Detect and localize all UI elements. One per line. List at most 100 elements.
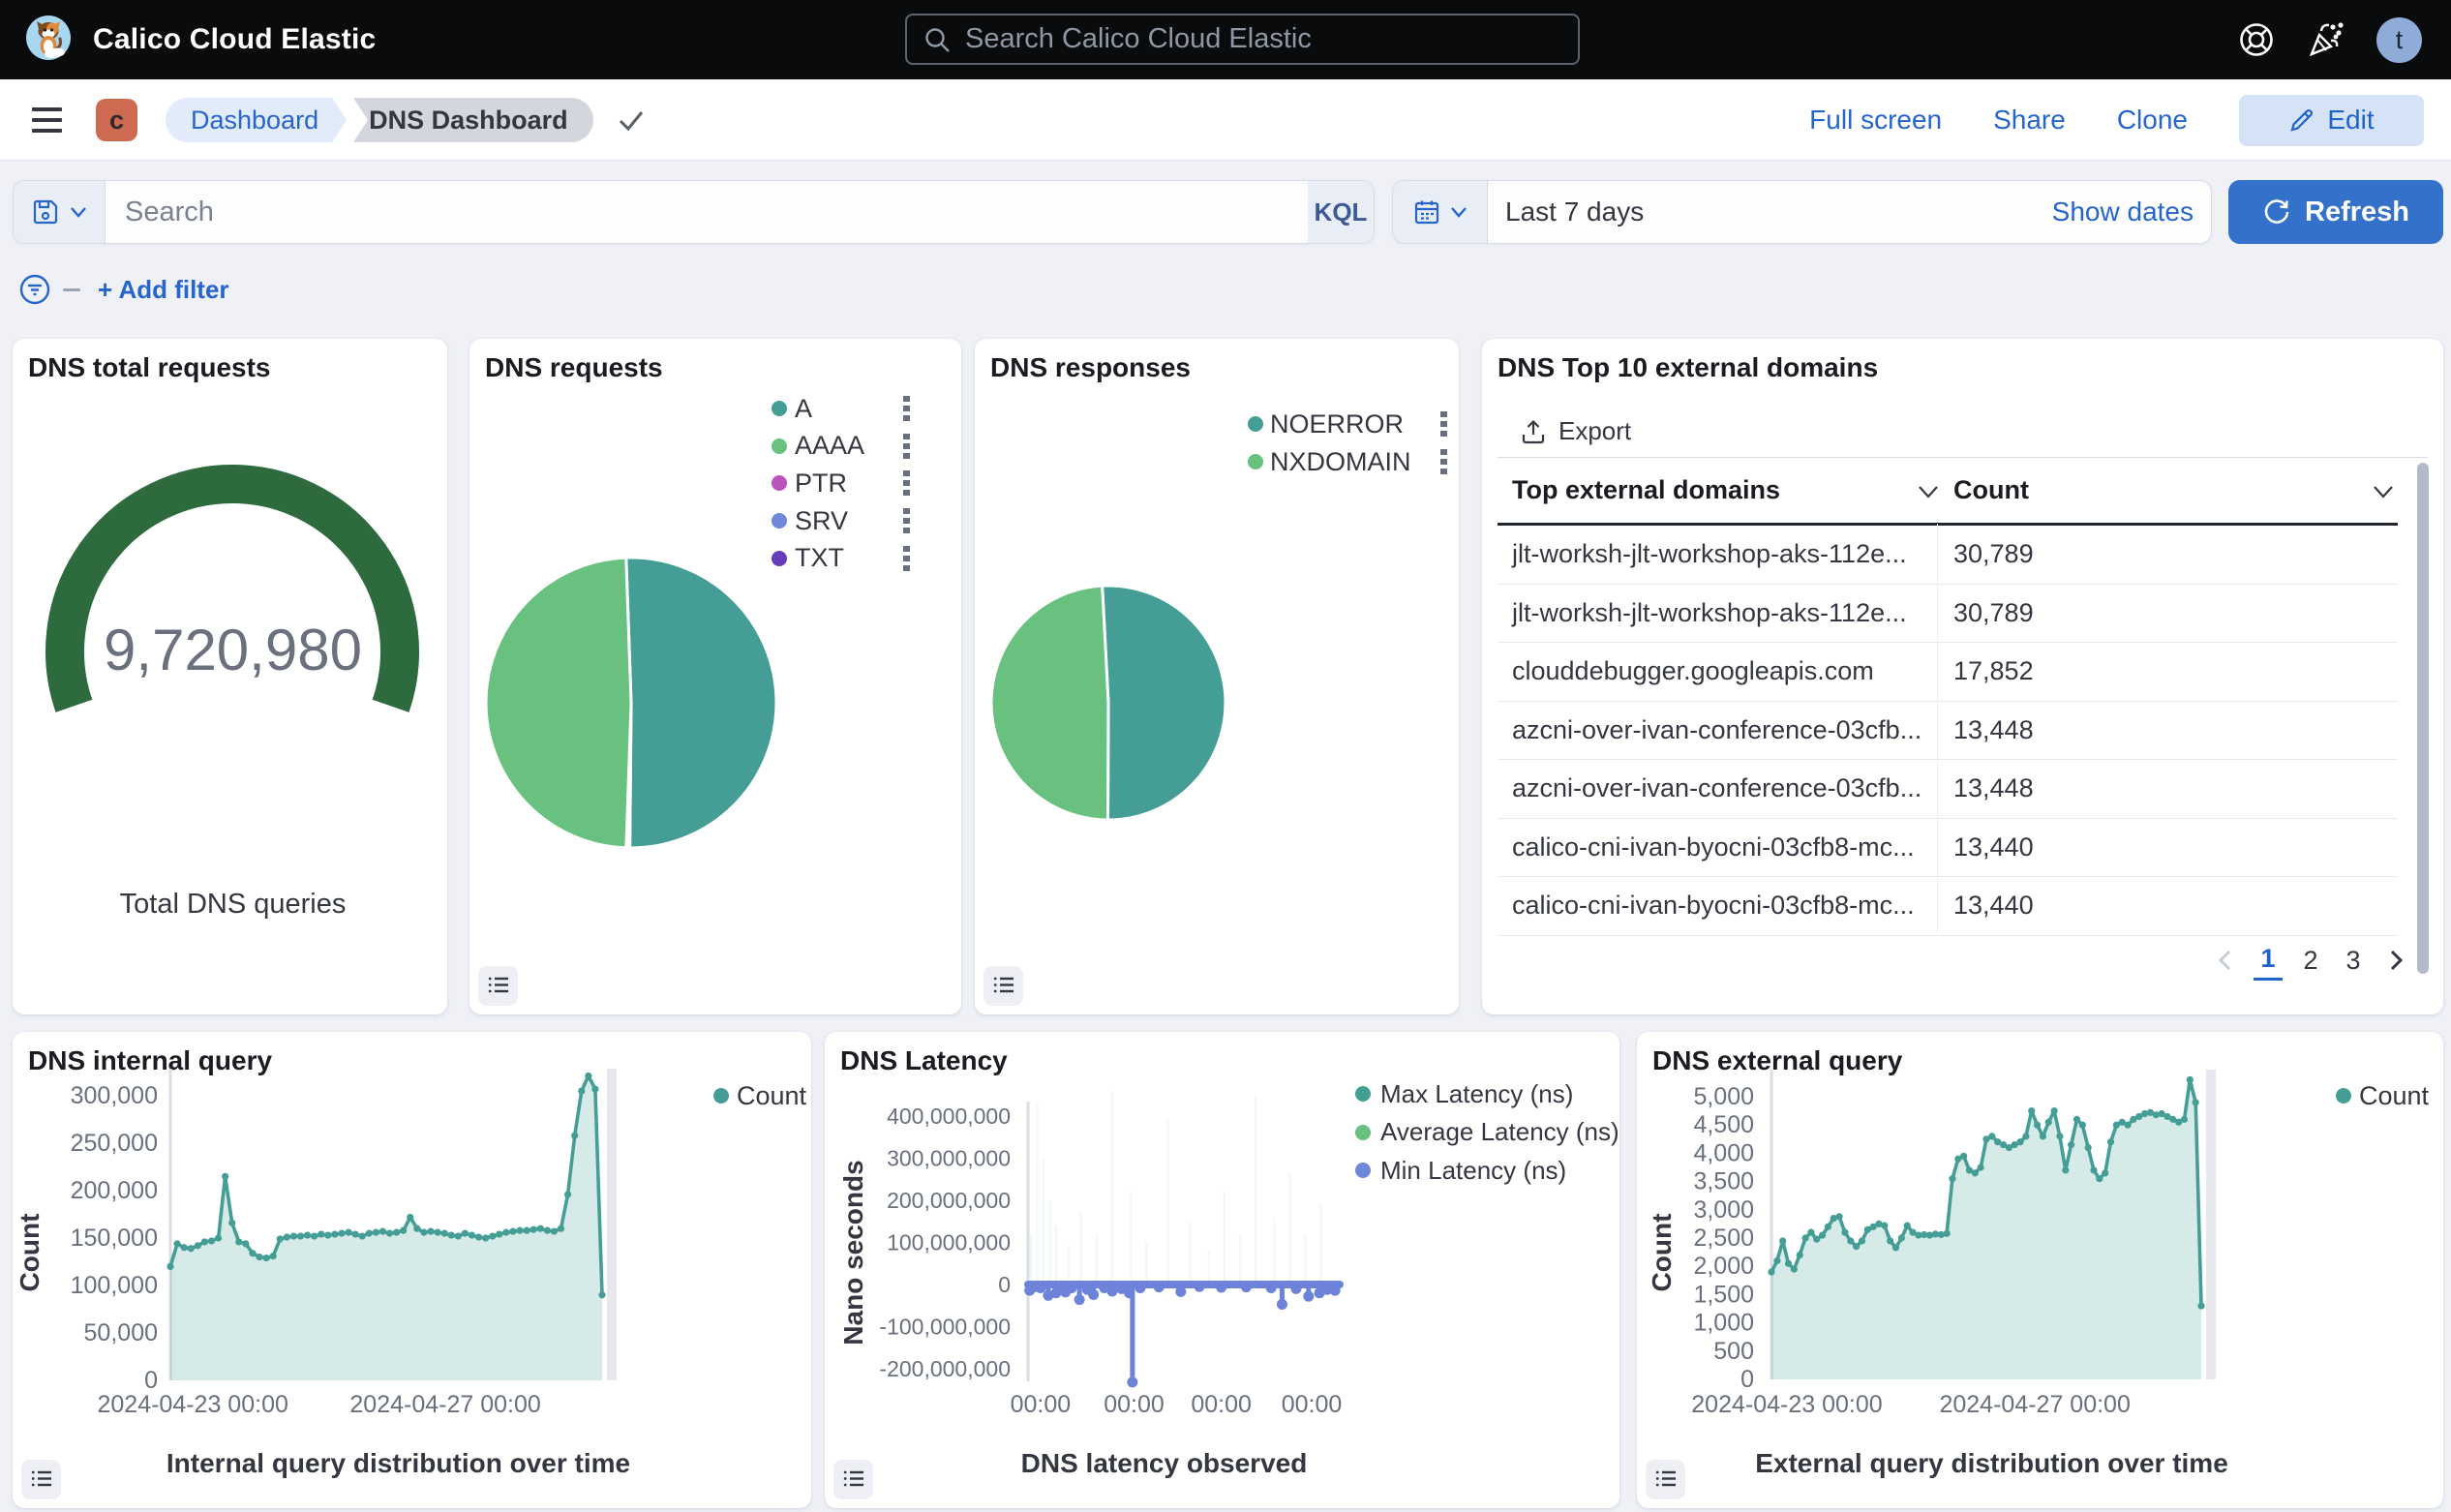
chevron-down-icon[interactable]: [1916, 484, 1941, 499]
panel-title[interactable]: DNS Latency: [840, 1045, 1008, 1075]
legend-more-actions-icon[interactable]: [901, 508, 911, 534]
column-header-count[interactable]: Count: [1953, 475, 2029, 504]
legend-toggle-button[interactable]: [21, 1460, 61, 1499]
svg-text:3,500: 3,500: [1693, 1168, 1754, 1195]
pagination-page-3[interactable]: 3: [2345, 945, 2361, 975]
full-screen-button[interactable]: Full screen: [1809, 105, 1943, 135]
legend-toggle-button[interactable]: [1646, 1460, 1685, 1499]
global-search-input[interactable]: Search Calico Cloud Elastic: [905, 14, 1580, 65]
panel-title[interactable]: DNS external query: [1652, 1045, 1903, 1075]
legend-item[interactable]: Min Latency (ns): [1355, 1154, 1566, 1187]
table-row[interactable]: azcni-over-ivan-conference-03cfb... 13,44…: [1498, 702, 2398, 760]
legend-item[interactable]: PTR: [772, 467, 847, 499]
legend-toggle-button[interactable]: [983, 966, 1023, 1006]
x-axis-title: Internal query distribution over time: [166, 1448, 631, 1478]
panel-dns-latency: DNS Latency 400,000,000 300,000,000 200,00…: [825, 1032, 1619, 1508]
table-row[interactable]: jlt-worksh-jlt-workshop-aks-112e... 30,78…: [1498, 585, 2398, 643]
svg-text:500: 500: [1713, 1338, 1754, 1365]
svg-text:50,000: 50,000: [84, 1319, 158, 1346]
user-avatar[interactable]: t: [2376, 16, 2422, 63]
legend-toggle-button[interactable]: [833, 1460, 873, 1499]
legend-more-actions-icon[interactable]: [901, 433, 911, 459]
legend-item[interactable]: Average Latency (ns): [1355, 1116, 1619, 1149]
legend-item[interactable]: Max Latency (ns): [1355, 1077, 1573, 1110]
legend-more-actions-icon[interactable]: [901, 545, 911, 571]
refresh-button[interactable]: Refresh: [2228, 180, 2443, 244]
panel-dns-total-requests: DNS total requests 9,720,980 Total DNS q…: [13, 339, 447, 1014]
chevron-down-icon[interactable]: [2371, 484, 2396, 499]
legend-label: Min Latency (ns): [1380, 1155, 1567, 1185]
help-icon[interactable]: [2237, 20, 2276, 59]
pagination-page-2[interactable]: 2: [2303, 945, 2318, 975]
svg-text:0: 0: [144, 1367, 158, 1394]
breadcrumb-dashboard[interactable]: Dashboard: [166, 98, 348, 142]
svg-text:100,000,000: 100,000,000: [887, 1230, 1011, 1255]
panel-title[interactable]: DNS total requests: [28, 352, 271, 382]
legend-item[interactable]: Count: [713, 1079, 806, 1112]
calico-cat-logo[interactable]: [26, 15, 71, 60]
legend-item[interactable]: SRV: [772, 504, 848, 537]
table-row[interactable]: calico-cni-ivan-byocni-03cfb8-mc... 13,44…: [1498, 877, 2398, 936]
time-range-value[interactable]: Last 7 days: [1505, 197, 1645, 227]
table-row[interactable]: clouddebugger.googleapis.com 17,852: [1498, 643, 2398, 702]
filter-funnel-icon[interactable]: [18, 273, 51, 306]
query-search-input[interactable]: Search: [125, 196, 214, 227]
legend-label: A: [795, 393, 813, 423]
add-filter-button[interactable]: + Add filter: [98, 274, 229, 304]
edit-button[interactable]: Edit: [2239, 94, 2424, 146]
cell-count: 30,789: [1953, 539, 2034, 568]
whats-new-party-icon[interactable]: [2306, 19, 2346, 60]
menu-hamburger-icon[interactable]: [32, 107, 62, 133]
gauge-caption: Total DNS queries: [119, 889, 347, 920]
export-button[interactable]: Export: [1520, 416, 1631, 446]
svg-text:2,500: 2,500: [1693, 1225, 1754, 1252]
clone-button[interactable]: Clone: [2116, 105, 2188, 135]
table-row[interactable]: azcni-over-ivan-conference-03cfb... 13,44…: [1498, 760, 2398, 819]
pagination-next-icon[interactable]: [2381, 946, 2410, 975]
kql-language-button[interactable]: KQL: [1308, 181, 1374, 243]
table-scrollbar[interactable]: [2417, 463, 2429, 974]
legend-item[interactable]: TXT: [772, 542, 844, 575]
x-axis-title: External query distribution over time: [1755, 1448, 2228, 1478]
panel-title[interactable]: DNS internal query: [28, 1045, 273, 1075]
pagination-page-1[interactable]: 1: [2254, 940, 2283, 981]
cell-domain: jlt-worksh-jlt-workshop-aks-112e...: [1512, 597, 1907, 627]
svg-text:200,000: 200,000: [71, 1177, 158, 1204]
panel-title[interactable]: DNS Top 10 external domains: [1498, 352, 1879, 382]
legend-item[interactable]: A: [772, 392, 812, 425]
legend-color-dot: [772, 475, 787, 492]
table-row[interactable]: calico-cni-ivan-byocni-03cfb8-mc... 13,44…: [1498, 819, 2398, 877]
legend-color-dot: [1248, 416, 1263, 432]
legend-more-actions-icon[interactable]: [1438, 411, 1448, 437]
legend-more-actions-icon[interactable]: [901, 470, 911, 497]
legend-more-actions-icon[interactable]: [901, 396, 911, 421]
saved-query-menu-button[interactable]: [14, 181, 106, 243]
list-icon: [488, 977, 508, 992]
legend-item[interactable]: AAAA: [772, 430, 864, 463]
svg-text:2024-04-23 00:00: 2024-04-23 00:00: [1691, 1391, 1882, 1418]
share-button[interactable]: Share: [1993, 105, 2066, 135]
legend-label: Count: [2359, 1080, 2430, 1110]
calendar-menu-button[interactable]: [1393, 181, 1488, 243]
panel-title[interactable]: DNS requests: [485, 352, 663, 382]
column-separator: [1937, 524, 1938, 934]
panel-title[interactable]: DNS responses: [990, 352, 1191, 382]
table-body: jlt-worksh-jlt-workshop-aks-112e... 30,78…: [1498, 526, 2398, 936]
topbar-actions: t: [2237, 0, 2422, 79]
space-badge[interactable]: c: [96, 99, 137, 141]
legend-toggle-button[interactable]: [478, 966, 518, 1006]
save-icon: [33, 199, 58, 225]
list-icon: [31, 1470, 51, 1486]
saved-check-icon[interactable]: [615, 104, 648, 136]
legend-item[interactable]: NOERROR: [1248, 408, 1404, 440]
svg-text:300,000: 300,000: [71, 1082, 158, 1109]
legend-item[interactable]: Count: [2336, 1079, 2429, 1112]
column-header-domains[interactable]: Top external domains: [1512, 475, 1781, 504]
pagination-prev-icon[interactable]: [2211, 946, 2240, 975]
show-dates-button[interactable]: Show dates: [2051, 197, 2194, 227]
table-row[interactable]: jlt-worksh-jlt-workshop-aks-112e... 30,78…: [1498, 526, 2398, 585]
legend-item[interactable]: NXDOMAIN: [1248, 445, 1411, 478]
chevron-down-icon: [71, 207, 86, 218]
legend-more-actions-icon[interactable]: [1438, 449, 1448, 474]
